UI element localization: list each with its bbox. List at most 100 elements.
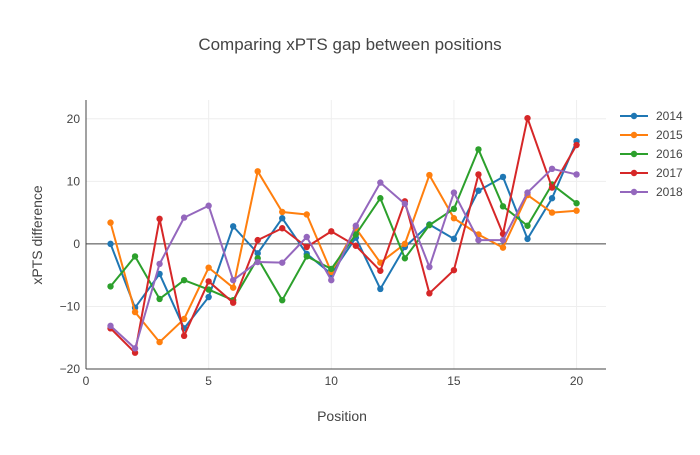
series-2014 bbox=[107, 138, 580, 332]
y-tick-label: 0 bbox=[73, 237, 80, 251]
legend-item-2015[interactable]: 2015 bbox=[620, 128, 683, 142]
data-point[interactable] bbox=[107, 219, 114, 226]
data-point[interactable] bbox=[573, 141, 580, 149]
y-axis-title: xPTS difference bbox=[29, 185, 45, 285]
legend-swatch-marker bbox=[630, 150, 638, 158]
data-point[interactable] bbox=[548, 184, 556, 191]
legend-swatch-marker bbox=[630, 169, 638, 177]
data-point[interactable] bbox=[303, 211, 310, 218]
data-point[interactable] bbox=[254, 236, 261, 244]
data-point[interactable] bbox=[573, 200, 580, 207]
legend-item-2017[interactable]: 2017 bbox=[620, 166, 683, 180]
data-point[interactable] bbox=[499, 236, 507, 244]
data-point[interactable] bbox=[475, 171, 482, 178]
data-point[interactable] bbox=[450, 215, 458, 222]
data-point[interactable] bbox=[401, 255, 409, 262]
data-point[interactable] bbox=[180, 276, 188, 284]
data-point[interactable] bbox=[180, 332, 188, 340]
data-point[interactable] bbox=[524, 114, 531, 122]
data-point[interactable] bbox=[279, 259, 286, 266]
data-point[interactable] bbox=[131, 308, 139, 316]
data-point[interactable] bbox=[156, 215, 163, 223]
data-point[interactable] bbox=[475, 187, 482, 194]
data-point[interactable] bbox=[475, 236, 482, 244]
data-point[interactable] bbox=[229, 299, 237, 306]
data-point[interactable] bbox=[229, 276, 237, 284]
legend-item-2014[interactable]: 2014 bbox=[620, 109, 683, 123]
data-point[interactable] bbox=[107, 322, 114, 330]
data-point[interactable] bbox=[205, 293, 212, 301]
data-point[interactable] bbox=[426, 263, 433, 271]
data-point[interactable] bbox=[450, 235, 458, 243]
data-point[interactable] bbox=[205, 278, 212, 285]
data-point[interactable] bbox=[303, 243, 310, 251]
data-point[interactable] bbox=[377, 179, 384, 186]
data-point[interactable] bbox=[107, 240, 114, 248]
legend-label: 2017 bbox=[656, 166, 683, 180]
data-point[interactable] bbox=[131, 345, 139, 352]
series-line-2017 bbox=[109, 117, 578, 354]
data-point[interactable] bbox=[450, 189, 458, 196]
data-point[interactable] bbox=[279, 296, 286, 304]
data-point[interactable] bbox=[401, 240, 409, 248]
data-point[interactable] bbox=[548, 209, 556, 216]
data-point[interactable] bbox=[107, 283, 114, 290]
data-point[interactable] bbox=[205, 264, 212, 271]
data-point[interactable] bbox=[328, 228, 335, 235]
data-point[interactable] bbox=[156, 260, 163, 268]
data-point[interactable] bbox=[328, 276, 335, 284]
x-tick-label: 0 bbox=[83, 374, 90, 388]
data-point[interactable] bbox=[377, 267, 384, 274]
data-point[interactable] bbox=[156, 338, 163, 346]
data-point[interactable] bbox=[499, 203, 507, 210]
series-line-2014 bbox=[109, 140, 578, 330]
data-point[interactable] bbox=[303, 233, 310, 241]
data-point[interactable] bbox=[548, 165, 556, 173]
data-point[interactable] bbox=[229, 223, 237, 230]
data-point[interactable] bbox=[279, 225, 286, 232]
data-point[interactable] bbox=[426, 290, 433, 297]
grid-layer bbox=[86, 100, 606, 370]
data-point[interactable] bbox=[279, 208, 286, 216]
legend-label: 2018 bbox=[656, 185, 683, 199]
data-point[interactable] bbox=[229, 284, 237, 291]
data-point[interactable] bbox=[254, 258, 261, 266]
data-point[interactable] bbox=[426, 171, 433, 179]
data-point[interactable] bbox=[180, 214, 188, 221]
series-2017 bbox=[107, 114, 580, 356]
data-point[interactable] bbox=[524, 235, 531, 243]
data-point[interactable] bbox=[156, 295, 163, 303]
data-point[interactable] bbox=[328, 265, 335, 273]
data-point[interactable] bbox=[499, 244, 507, 251]
data-point[interactable] bbox=[180, 315, 188, 323]
data-point[interactable] bbox=[524, 222, 531, 229]
data-point[interactable] bbox=[303, 253, 310, 260]
data-point[interactable] bbox=[352, 242, 360, 249]
data-point[interactable] bbox=[450, 205, 458, 213]
data-point[interactable] bbox=[205, 202, 212, 209]
legend-item-2018[interactable]: 2018 bbox=[620, 185, 683, 199]
data-point[interactable] bbox=[401, 200, 409, 208]
data-point[interactable] bbox=[499, 173, 507, 181]
data-point[interactable] bbox=[352, 222, 360, 229]
data-point[interactable] bbox=[131, 349, 139, 356]
data-point[interactable] bbox=[131, 253, 139, 260]
data-point[interactable] bbox=[573, 207, 580, 214]
data-point[interactable] bbox=[352, 231, 360, 238]
legend-item-2016[interactable]: 2016 bbox=[620, 147, 683, 161]
x-axis-title: Position bbox=[317, 408, 367, 424]
data-point[interactable] bbox=[279, 215, 286, 222]
data-point[interactable] bbox=[573, 171, 580, 178]
data-point[interactable] bbox=[450, 266, 458, 274]
data-point[interactable] bbox=[205, 286, 212, 293]
data-point[interactable] bbox=[377, 195, 384, 202]
data-point[interactable] bbox=[524, 189, 531, 196]
data-point[interactable] bbox=[377, 285, 384, 293]
data-point[interactable] bbox=[475, 146, 482, 153]
data-point[interactable] bbox=[254, 250, 261, 257]
data-point[interactable] bbox=[254, 168, 261, 175]
data-point[interactable] bbox=[426, 221, 433, 229]
data-point[interactable] bbox=[548, 195, 556, 202]
